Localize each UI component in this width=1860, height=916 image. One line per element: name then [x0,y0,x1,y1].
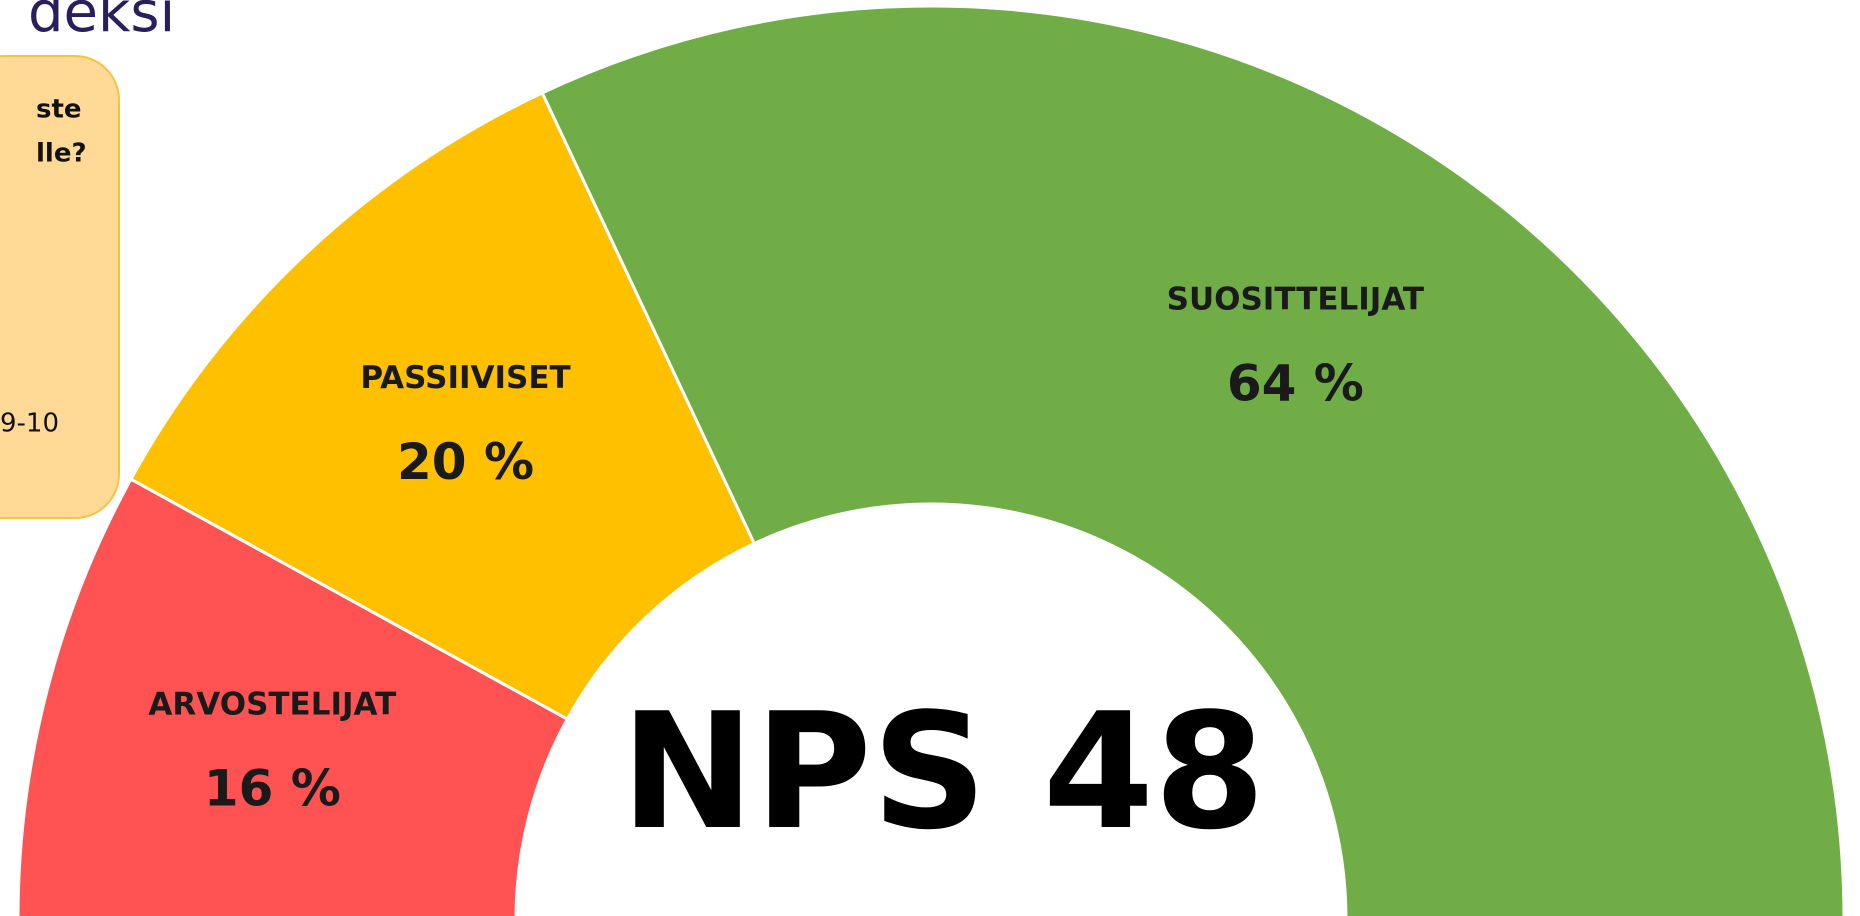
info-line: ste [36,95,82,125]
page-title: deksi [28,0,175,45]
value-label: 16 % [204,759,341,817]
info-box [0,55,120,519]
slice [128,90,757,722]
scale-note: 9-10 [0,409,59,439]
info-line: lle? [36,139,87,169]
slice-label: PASSIIVISET [360,360,570,396]
value-label: 20 % [397,433,534,491]
value-label: 64 % [1227,354,1364,412]
slice [16,477,570,916]
slice [540,4,1846,916]
slice-label: SUOSITTELIJAT [1167,281,1424,317]
slice-label: ARVOSTELIJAT [148,686,396,722]
center-label: NPS 48 [621,678,1266,865]
